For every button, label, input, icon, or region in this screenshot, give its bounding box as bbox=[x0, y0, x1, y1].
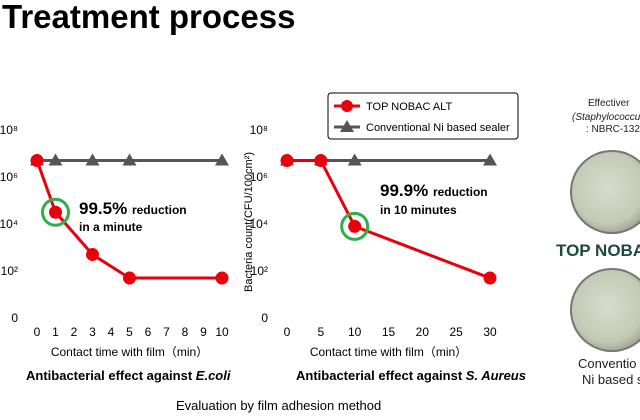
x-tick-label: 4 bbox=[108, 325, 115, 339]
annotation-line2: in 10 minutes bbox=[380, 203, 457, 217]
right-panel-brand: TOP NOBA bbox=[556, 241, 640, 260]
x-tick-label: 8 bbox=[182, 325, 189, 339]
page-title: Treatment process bbox=[2, 0, 296, 35]
x-tick-label: 2 bbox=[71, 325, 78, 339]
caption-ecoli-organism: E.coli bbox=[195, 368, 231, 383]
right-panel-subtitle: (Staphylococcu bbox=[572, 112, 640, 123]
data-point-treated bbox=[314, 154, 328, 168]
caption-saureus-prefix: Antibacterial effect against bbox=[296, 368, 466, 383]
data-point-conventional bbox=[122, 153, 137, 166]
legend-label-conventional: Conventional Ni based sealer bbox=[366, 122, 510, 134]
y-tick-label: 10⁸ bbox=[0, 123, 18, 137]
right-panel-conventional-line2: Ni based s bbox=[582, 372, 640, 387]
y-tick-label: 10⁴ bbox=[0, 217, 18, 231]
y-tick-label: 0 bbox=[261, 311, 268, 325]
y-tick-label: 10⁶ bbox=[250, 170, 268, 184]
legend: TOP NOBAC ALT Conventional Ni based seal… bbox=[327, 92, 519, 140]
x-tick-label: 7 bbox=[163, 325, 170, 339]
annotation-line1: 99.9% reduction bbox=[380, 181, 488, 200]
x-tick-label: 25 bbox=[449, 325, 463, 339]
x-tick-label: 9 bbox=[200, 325, 207, 339]
data-point-treated bbox=[483, 271, 497, 285]
caption-ecoli: Antibacterial effect against E.coli bbox=[26, 368, 230, 383]
data-point-treated bbox=[280, 154, 294, 168]
data-point-conventional bbox=[215, 153, 229, 166]
x-tick-label: 30 bbox=[483, 325, 497, 339]
y-tick-label: 10⁴ bbox=[249, 217, 268, 231]
x-tick-label: 10 bbox=[348, 325, 362, 339]
data-point-conventional bbox=[85, 153, 100, 166]
highlight-ring bbox=[340, 211, 370, 241]
annotation-line1: 99.5% reduction bbox=[79, 199, 187, 218]
x-tick-label: 10 bbox=[215, 325, 229, 339]
right-panel-conventional-line1: Conventio bbox=[578, 356, 637, 371]
y-tick-label: 10⁸ bbox=[250, 123, 268, 137]
y-tick-label: 10⁶ bbox=[0, 170, 18, 184]
legend-marker-conventional bbox=[340, 120, 354, 132]
series-line-treated bbox=[287, 159, 491, 280]
x-tick-label: 3 bbox=[89, 325, 96, 339]
data-point-conventional bbox=[483, 153, 497, 166]
highlight-ring bbox=[41, 197, 70, 227]
x-tick-label: 5 bbox=[126, 325, 133, 339]
data-point-treated bbox=[123, 271, 136, 285]
annotation-reduction: reduction bbox=[132, 203, 187, 217]
data-point-conventional bbox=[347, 153, 362, 166]
x-tick-label: 0 bbox=[284, 325, 291, 339]
petri-dish-conventional bbox=[570, 268, 640, 352]
petri-dish-treated bbox=[570, 150, 640, 234]
chart-saureus: 0 10² 10⁴ 10⁶ 10⁸ 0 5 10 15 20 25 30 Contact time wi… bbox=[243, 123, 497, 359]
data-point-treated bbox=[86, 248, 99, 262]
data-point-conventional bbox=[48, 153, 63, 166]
y-axis-label: Bacteria count(CFU/100cm²) bbox=[243, 152, 255, 292]
y-tick-label: 10² bbox=[251, 264, 268, 278]
x-tick-label: 15 bbox=[382, 325, 396, 339]
right-panel-title: Effectiver bbox=[588, 98, 630, 109]
legend-box bbox=[327, 92, 519, 140]
annotation-line2: in a minute bbox=[79, 220, 143, 234]
y-tick-label: 10² bbox=[1, 264, 18, 278]
y-tick-label: 0 bbox=[11, 311, 18, 325]
x-tick-label: 6 bbox=[145, 325, 152, 339]
x-tick-label: 0 bbox=[34, 325, 41, 339]
annotation-reduction: reduction bbox=[433, 185, 488, 199]
x-tick-label: 1 bbox=[52, 325, 59, 339]
caption-saureus: Antibacterial effect against S. Aureus bbox=[296, 368, 526, 383]
caption-saureus-organism: S. Aureus bbox=[465, 368, 526, 383]
annotation-percent: 99.5% bbox=[79, 199, 132, 218]
annotation-percent: 99.9% bbox=[380, 181, 433, 200]
x-tick-label: 5 bbox=[317, 325, 324, 339]
data-point-treated bbox=[49, 205, 62, 219]
footer-note: Evaluation by film adhesion method bbox=[176, 398, 382, 413]
data-point-treated bbox=[215, 271, 229, 285]
caption-ecoli-prefix: Antibacterial effect against bbox=[26, 368, 196, 383]
legend-label-treated: TOP NOBAC ALT bbox=[366, 101, 452, 113]
x-axis-label: Contact time with film（min） bbox=[51, 345, 208, 359]
x-axis-label: Contact time with film（min） bbox=[310, 345, 467, 359]
right-panel-strain: : NBRC-132 bbox=[586, 124, 640, 135]
data-point-treated bbox=[348, 219, 362, 233]
data-point-treated bbox=[30, 154, 44, 168]
x-tick-label: 20 bbox=[416, 325, 430, 339]
legend-marker-treated bbox=[341, 100, 353, 112]
